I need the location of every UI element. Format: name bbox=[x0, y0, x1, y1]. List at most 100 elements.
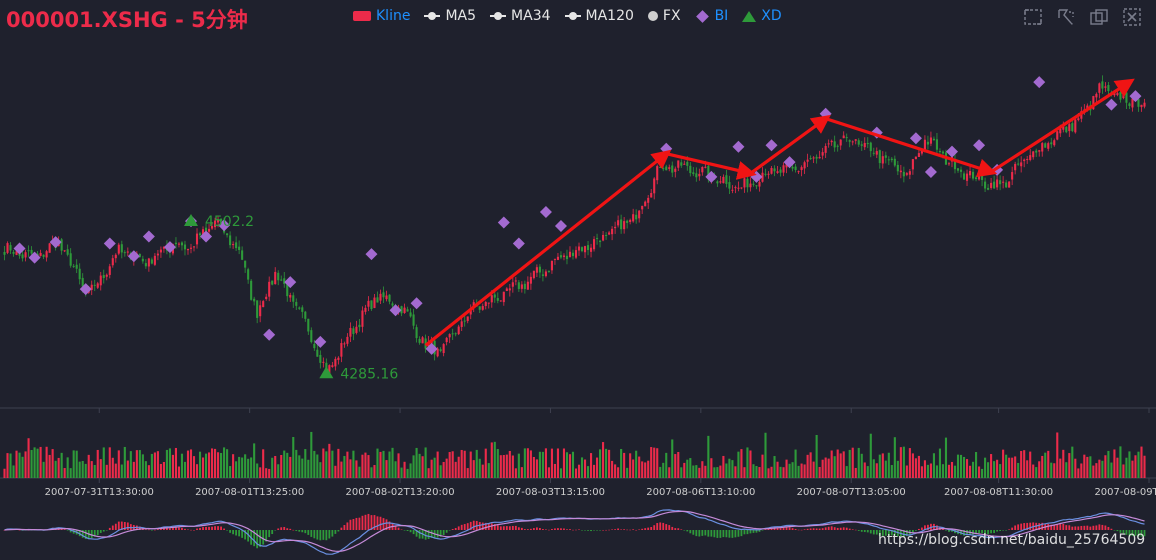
candle-body bbox=[911, 159, 914, 170]
macd-bar bbox=[144, 529, 147, 531]
save-image-icon[interactable] bbox=[1121, 6, 1143, 28]
candle-body bbox=[1131, 98, 1134, 108]
macd-bar bbox=[1113, 530, 1116, 531]
legend-item-bi[interactable]: BI bbox=[695, 8, 728, 24]
legend-item-fx[interactable]: FX bbox=[647, 8, 681, 24]
candle-body bbox=[186, 248, 190, 251]
x-tick-label: 2007-08-09T11:25:00 bbox=[1094, 487, 1156, 498]
volume-bar bbox=[256, 463, 259, 478]
volume-bar bbox=[406, 468, 409, 478]
volume-bar bbox=[905, 465, 908, 478]
macd-bar bbox=[301, 530, 304, 533]
candle-body bbox=[568, 251, 572, 258]
bi-point bbox=[539, 205, 552, 218]
bi-point bbox=[945, 145, 958, 158]
macd-bar bbox=[436, 530, 439, 538]
volume-bar bbox=[502, 455, 505, 478]
candle-body bbox=[1116, 93, 1119, 96]
candle-body bbox=[1098, 83, 1101, 93]
macd-bar bbox=[560, 528, 562, 530]
macd-bar bbox=[1068, 525, 1071, 530]
volume-bar bbox=[626, 467, 629, 478]
volume-bar bbox=[562, 448, 566, 478]
volume-bar bbox=[950, 461, 954, 478]
candle-body bbox=[770, 168, 773, 174]
watermark: https://blog.csdn.net/baidu_25764509 bbox=[878, 532, 1146, 548]
macd-bar bbox=[905, 530, 908, 537]
candle-body bbox=[583, 246, 587, 253]
volume-bar bbox=[403, 461, 406, 478]
candle-body bbox=[629, 219, 632, 222]
volume-bar bbox=[788, 463, 791, 478]
volume-bar bbox=[358, 466, 361, 478]
candle-body bbox=[232, 244, 235, 246]
macd-bar bbox=[150, 530, 153, 531]
volume-bar bbox=[632, 459, 635, 478]
bi-point bbox=[497, 216, 510, 229]
macd-bar bbox=[93, 530, 96, 537]
macd-bar bbox=[593, 530, 595, 531]
volume-bar bbox=[929, 463, 932, 478]
volume-bar bbox=[629, 453, 632, 478]
candle-body bbox=[815, 156, 818, 159]
volume-bar bbox=[445, 458, 448, 478]
candle-body bbox=[893, 158, 896, 166]
ma34-marker-icon bbox=[490, 11, 507, 21]
volume-bar bbox=[400, 467, 403, 478]
volume-bar bbox=[571, 451, 575, 478]
legend-item-ma120[interactable]: MA120 bbox=[564, 8, 634, 24]
candle-body bbox=[956, 168, 960, 171]
volume-bar bbox=[310, 431, 313, 478]
macd-bar bbox=[800, 529, 803, 531]
candle-body bbox=[412, 314, 415, 326]
candle-body bbox=[1056, 131, 1059, 140]
zoom-icon[interactable] bbox=[1022, 6, 1044, 28]
toolbox bbox=[1022, 6, 1143, 28]
macd-bar bbox=[286, 528, 289, 530]
volume-bar bbox=[69, 468, 72, 478]
volume-bar bbox=[617, 467, 620, 478]
volume-bar bbox=[1044, 452, 1047, 478]
legend-item-kline[interactable]: Kline bbox=[353, 8, 410, 24]
macd-bar bbox=[472, 520, 475, 530]
volume-bar bbox=[794, 449, 797, 478]
xd-marker-icon bbox=[742, 10, 757, 22]
macd-bar bbox=[812, 528, 815, 530]
volume-bar bbox=[662, 462, 665, 478]
candle-body bbox=[355, 326, 358, 333]
bi-point bbox=[163, 241, 176, 254]
legend-item-xd[interactable]: XD bbox=[742, 8, 782, 24]
legend-item-ma5[interactable]: MA5 bbox=[424, 8, 476, 24]
candle-body bbox=[1128, 103, 1131, 106]
macd-bar bbox=[247, 530, 250, 542]
restore-icon[interactable] bbox=[1088, 6, 1110, 28]
candle-body bbox=[198, 233, 202, 236]
candle-body bbox=[454, 333, 457, 335]
volume-bar bbox=[1128, 451, 1131, 478]
macd-bar bbox=[409, 530, 412, 533]
volume-bar bbox=[1068, 453, 1071, 478]
volume-bar bbox=[755, 466, 758, 478]
volume-bar bbox=[872, 459, 875, 478]
macd-bar bbox=[1056, 524, 1059, 530]
x-tick-label: 2007-08-01T13:25:00 bbox=[195, 487, 304, 498]
candle-body bbox=[391, 303, 394, 306]
volume-bar bbox=[550, 448, 553, 478]
candle-body bbox=[319, 354, 322, 363]
macd-bar bbox=[686, 530, 689, 532]
zoom-reset-icon[interactable] bbox=[1055, 6, 1077, 28]
macd-bar bbox=[617, 528, 620, 530]
candle-body bbox=[217, 220, 220, 223]
volume-bar bbox=[322, 448, 325, 478]
volume-bar bbox=[935, 465, 939, 478]
legend-item-ma34[interactable]: MA34 bbox=[490, 8, 551, 24]
candle-body bbox=[978, 173, 981, 180]
macd-bar bbox=[307, 530, 310, 535]
candle-body bbox=[830, 140, 833, 143]
volume-bar bbox=[394, 461, 397, 478]
candle-body bbox=[373, 297, 376, 308]
volume-bar bbox=[770, 466, 773, 478]
candle-body bbox=[653, 178, 656, 194]
volume-bar bbox=[698, 467, 701, 478]
